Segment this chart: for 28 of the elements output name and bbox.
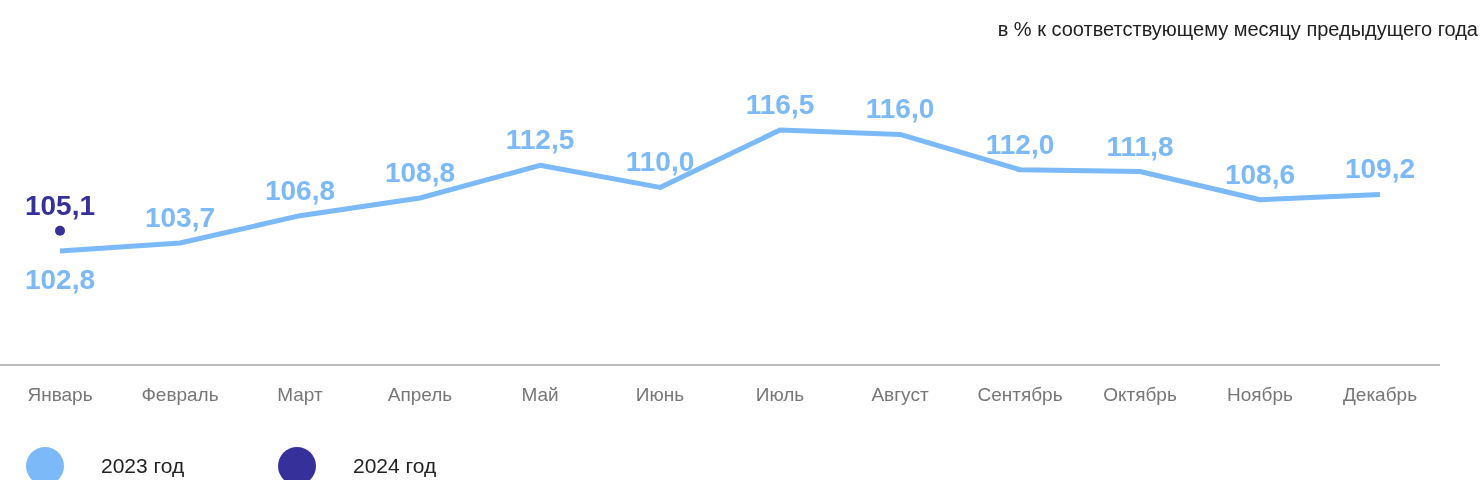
data-label: 109,2: [1344, 153, 1416, 185]
x-tick-label: Март: [277, 384, 324, 405]
data-label: 108,8: [384, 157, 456, 189]
x-tick-label: Ноябрь: [1227, 384, 1294, 405]
data-label: 111,8: [1106, 130, 1174, 162]
x-tick-label: Январь: [27, 384, 93, 405]
data-label: 112,5: [505, 124, 575, 156]
data-label: 108,6: [1224, 158, 1296, 190]
data-label: 106,8: [264, 174, 336, 206]
x-tick-label: Декабрь: [1342, 384, 1418, 405]
legend-label: 2024 год: [353, 454, 437, 477]
data-label: 112,0: [985, 128, 1055, 160]
x-tick-label: Февраль: [141, 384, 219, 405]
legend-label: 2023 год: [101, 454, 185, 477]
data-label: 103,7: [144, 202, 216, 234]
data-label: 105,1: [24, 189, 96, 221]
data-label: 116,0: [865, 93, 935, 125]
x-tick-label: Октябрь: [1103, 384, 1177, 405]
x-tick-label: Апрель: [387, 384, 453, 405]
x-tick-label: Сентябрь: [977, 384, 1063, 405]
x-tick-label: Июль: [755, 384, 805, 405]
x-tick-label: Июнь: [635, 384, 685, 405]
chart-subtitle: в % к соответствующему месяцу предыдущего года: [997, 18, 1479, 40]
data-label: 116,5: [745, 89, 815, 120]
x-tick-label: Май: [521, 384, 559, 405]
data-label: 110,0: [625, 146, 695, 178]
data-label: 102,8: [24, 264, 96, 295]
x-tick-label: Август: [871, 384, 929, 405]
